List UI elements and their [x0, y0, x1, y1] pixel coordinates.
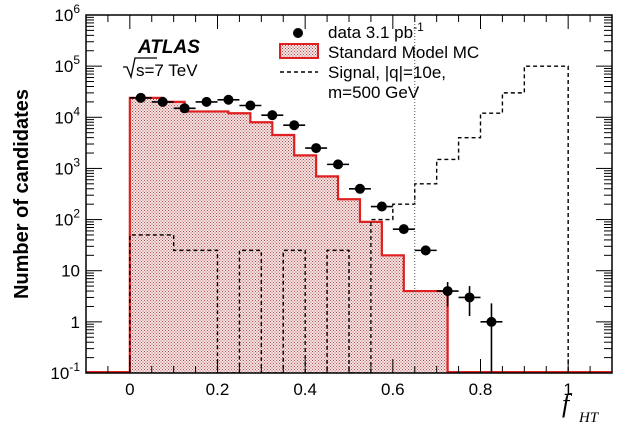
mc-histogram-fill — [129, 97, 448, 373]
data-point-9 — [327, 159, 349, 170]
y-tick-label: 10-1 — [50, 360, 80, 383]
data-point-marker — [354, 183, 365, 194]
legend-entry-2: Signal, |q|=10e, — [280, 63, 446, 82]
data-point-marker — [201, 96, 212, 107]
data-point-marker — [179, 103, 190, 114]
data-point-10 — [349, 183, 371, 194]
x-tick-label: 0 — [125, 380, 134, 399]
data-point-marker — [333, 159, 344, 170]
data-point-16 — [480, 303, 503, 373]
y-tick-label: 105 — [54, 53, 80, 76]
data-point-14 — [436, 282, 459, 307]
energy-label: s=7 TeV — [123, 57, 198, 80]
data-point-11 — [370, 201, 393, 212]
y-tick-label: 102 — [54, 207, 80, 230]
data-point-13 — [414, 245, 437, 256]
legend-label: Standard Model MC — [328, 43, 479, 62]
x-tick-label: 0.4 — [293, 380, 317, 399]
axes: 0 0.2 0.4 0.6 0.8 1 10-1 1 10 102 103 104 105 106 — [50, 2, 613, 399]
legend-entry-0: data 3.1 pb-1 — [293, 20, 424, 42]
y-axis-label-group: Number of candidates — [11, 89, 33, 299]
data-point-1 — [151, 96, 174, 107]
data-point-marker — [376, 201, 387, 212]
data-point-marker — [289, 120, 300, 131]
y-tick-label: 103 — [54, 155, 80, 178]
data-point-marker — [420, 245, 431, 256]
legend-label: data 3.1 pb-1 — [328, 20, 424, 42]
atlas-label: ATLAS — [137, 37, 200, 58]
energy-label-text: s=7 TeV — [136, 61, 198, 80]
x-axis-label-subscript: HT — [578, 410, 600, 426]
data-point-marker — [442, 286, 453, 297]
data-point-6 — [261, 110, 284, 121]
data-point-marker — [245, 100, 256, 111]
data-point-0 — [129, 92, 152, 103]
x-tick-label: 0.6 — [381, 380, 405, 399]
legend-mc-box — [279, 43, 319, 59]
data-point-4 — [217, 94, 240, 105]
x-tick-label: 0.2 — [206, 380, 230, 399]
data-point-5 — [239, 100, 262, 111]
x-tick-label: 0.8 — [469, 380, 493, 399]
y-tick-label: 10 — [61, 262, 80, 281]
legend-label: m=500 GeV — [328, 83, 420, 102]
data-point-15 — [458, 286, 481, 317]
data-point-marker — [486, 316, 497, 327]
y-tick-label: 106 — [54, 2, 80, 25]
y-tick-label: 104 — [54, 104, 80, 127]
data-point-3 — [195, 96, 218, 107]
data-point-marker — [135, 92, 146, 103]
data-point-marker — [223, 94, 234, 105]
y-axis-label: Number of candidates — [11, 89, 33, 299]
data-point-marker — [267, 110, 278, 121]
plot-area — [86, 15, 612, 373]
data-point-marker — [464, 292, 475, 303]
data-point-12 — [392, 224, 415, 235]
data-point-8 — [305, 143, 328, 154]
legend-entry-3: m=500 GeV — [328, 83, 420, 102]
x-tick-label: 1 — [563, 380, 572, 399]
experiment-labels: ATLAS s=7 TeV — [123, 37, 200, 80]
data-point-7 — [283, 120, 306, 131]
legend-data-marker — [293, 28, 303, 38]
data-point-marker — [157, 96, 168, 107]
sqrt-symbol — [123, 57, 157, 80]
y-tick-label: 1 — [71, 313, 80, 332]
legend-label: Signal, |q|=10e, — [328, 63, 446, 82]
data-point-2 — [173, 103, 196, 114]
plot-clip-group — [86, 15, 612, 373]
x-axis-label-group: f HT — [562, 389, 600, 426]
x-axis-label: f — [562, 389, 573, 418]
data-point-marker — [398, 224, 409, 235]
data-point-marker — [311, 143, 322, 154]
legend-entry-1: Standard Model MC — [279, 43, 479, 62]
